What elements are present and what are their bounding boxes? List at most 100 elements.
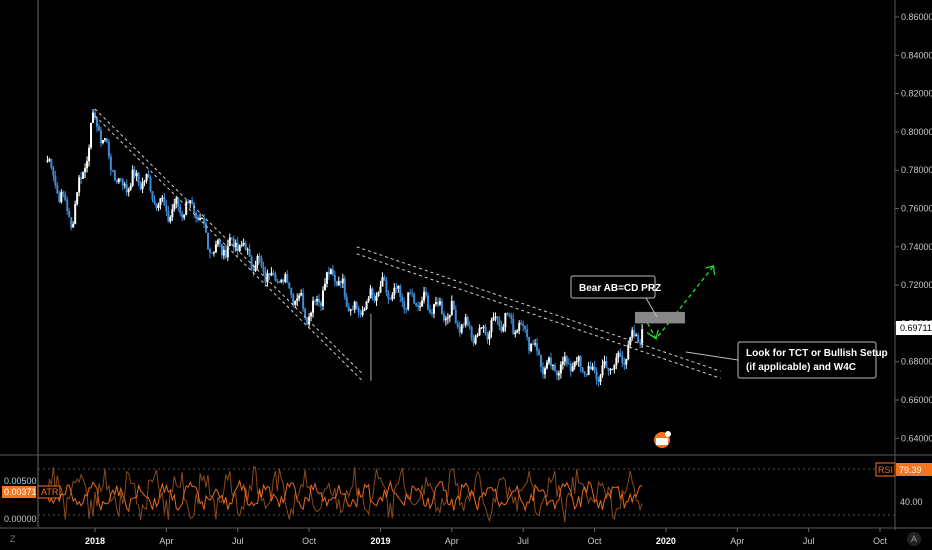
candle-body — [294, 300, 297, 305]
candle-body — [306, 317, 309, 325]
price-axis[interactable]: 0.86000 0.84000 0.82000 0.80000 0.78000 0.760… — [895, 12, 932, 443]
candle-body — [597, 379, 600, 382]
candle-body — [244, 243, 247, 250]
candle-body — [310, 312, 313, 317]
candle-body — [151, 191, 154, 200]
time-tick-label: Apr — [730, 536, 744, 546]
candle-body — [119, 178, 122, 180]
prz-callout[interactable]: Bear AB=CD PRZ — [570, 275, 661, 318]
candle-body — [185, 201, 188, 215]
prz-zone[interactable] — [634, 311, 685, 324]
projection-arrow[interactable] — [643, 265, 716, 340]
candle-body — [536, 343, 539, 351]
prz-box[interactable] — [634, 311, 685, 324]
candle-body — [48, 159, 51, 161]
candle-body — [187, 201, 190, 203]
candle-body — [496, 316, 499, 320]
candle-body — [474, 335, 477, 344]
candle-body — [482, 326, 485, 328]
candle-body — [472, 338, 475, 344]
candle-body — [135, 172, 138, 177]
candle-body — [327, 272, 330, 275]
candle-body — [286, 274, 289, 283]
candle-body — [629, 337, 632, 345]
candle-body — [201, 218, 204, 220]
candle-body — [304, 308, 307, 318]
candle-body — [530, 343, 533, 351]
candle-body — [197, 218, 200, 221]
candle-body — [421, 300, 424, 307]
candle-body — [545, 362, 548, 369]
candle-body — [66, 200, 69, 212]
candle-body — [141, 182, 144, 190]
price-tick-label: 0.84000 — [901, 50, 932, 60]
candle-body — [504, 313, 507, 327]
candle-body — [88, 147, 91, 162]
rsi-name: RSI — [878, 465, 893, 475]
candle-body — [333, 274, 336, 282]
candle-body — [498, 319, 501, 327]
candle-body — [121, 179, 124, 186]
atr-name-badge[interactable] — [37, 485, 61, 499]
candle-body — [470, 326, 473, 339]
event-badge[interactable] — [654, 431, 671, 448]
trendline[interactable] — [356, 246, 721, 372]
candle-body — [123, 184, 126, 186]
candle-body — [173, 203, 176, 210]
candle-body — [228, 237, 231, 247]
candle-body — [353, 301, 356, 310]
candle-body — [242, 243, 245, 245]
candle-body — [282, 279, 285, 283]
candle-body — [272, 272, 275, 274]
candle-body — [131, 169, 134, 186]
candle-body — [458, 327, 461, 333]
candle-body — [236, 242, 239, 252]
indicator-lines — [46, 465, 643, 523]
setup-callout[interactable]: Look for TCT or Bullish Setup (if applic… — [685, 341, 888, 379]
candle-body — [502, 326, 505, 332]
candle-body — [321, 290, 324, 307]
rsi-name-badge[interactable] — [875, 462, 896, 477]
candle-body — [179, 206, 182, 213]
candle-body — [365, 301, 368, 309]
candle-body — [175, 198, 178, 204]
candle-body — [389, 298, 392, 300]
candle-body — [177, 198, 180, 207]
candle-body — [403, 301, 406, 309]
candle-body — [373, 294, 376, 301]
candle-body — [532, 343, 535, 345]
candle-body — [359, 312, 362, 315]
candle-body — [543, 368, 546, 375]
candle-body — [601, 365, 604, 376]
auto-scale-button-bg[interactable] — [907, 532, 921, 546]
candle-body — [90, 122, 93, 148]
candle-body — [573, 361, 576, 367]
candle-body — [401, 296, 404, 302]
trendlines[interactable] — [94, 108, 721, 383]
candle-body — [440, 301, 443, 314]
candle-body — [234, 242, 237, 248]
candle-body — [137, 172, 140, 184]
time-tick-label: Jul — [517, 536, 529, 546]
corner-left-label[interactable]: Z — [10, 534, 16, 544]
time-axis[interactable]: 2018 Apr Jul Oct 2019 Apr Jul Oct 2020 Apr Jul Oct — [85, 528, 888, 546]
time-tick-label: Oct — [302, 536, 317, 546]
corner-right-label[interactable]: A — [911, 534, 917, 544]
candle-body — [82, 172, 85, 179]
candle-body — [256, 255, 259, 266]
candle-body — [506, 313, 509, 315]
candle-body — [341, 278, 344, 284]
price-tick-label: 0.68000 — [901, 357, 932, 367]
candle-body — [111, 170, 114, 172]
candle-body — [167, 211, 170, 222]
candle-body — [581, 367, 584, 372]
candle-body — [153, 199, 156, 204]
candle-body — [456, 323, 459, 328]
candle-body — [579, 356, 582, 368]
candle-body — [415, 303, 418, 306]
candle-body — [371, 288, 374, 295]
trendline[interactable] — [356, 253, 721, 379]
candle-body — [52, 167, 55, 176]
candle-body — [133, 169, 136, 177]
